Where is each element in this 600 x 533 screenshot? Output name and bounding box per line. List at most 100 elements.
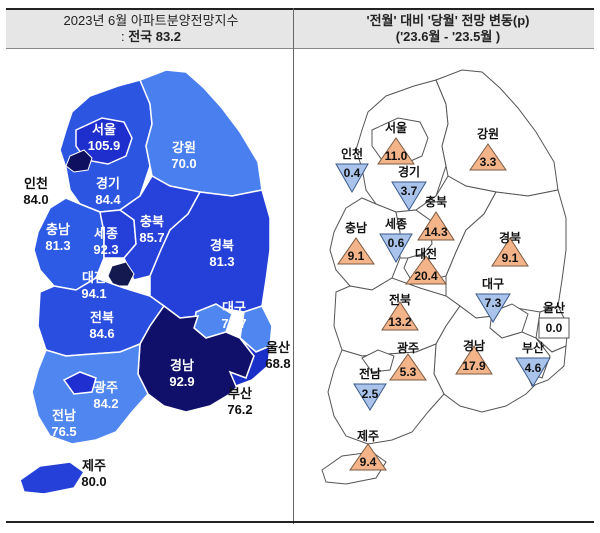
marker-daejeon-up bbox=[405, 255, 447, 285]
r-label-sejong-name: 세종 bbox=[385, 216, 407, 231]
r-label-gyeongbuk-name: 경북 bbox=[499, 231, 521, 245]
label-incheon-name: 인천 bbox=[24, 176, 48, 191]
label-gangwon-name: 강원 bbox=[172, 140, 196, 155]
r-label-chungnam-value: 9.1 bbox=[348, 249, 365, 263]
r-label-gwangju-name: 광주 bbox=[397, 340, 419, 355]
marker-ulsan-none bbox=[538, 317, 570, 339]
r-label-busan-value: 4.6 bbox=[525, 361, 542, 375]
header-row: 2023년 6월 아파트분양전망지수 : 전국 83.2 '전월' 대비 '당월… bbox=[6, 8, 594, 49]
r-label-gyeonggi-name: 경기 bbox=[398, 164, 420, 179]
label-sejong-value: 92.3 bbox=[93, 242, 118, 257]
label-gyeonggi-value: 84.4 bbox=[95, 192, 121, 207]
label-gangwon-value: 70.0 bbox=[171, 156, 196, 171]
right-title-line2: ('23.6월 - '23.5월 ) bbox=[395, 29, 501, 44]
label-busan-value: 76.2 bbox=[227, 402, 252, 417]
marker-incheon-down bbox=[335, 163, 369, 194]
r-region-gwangju-shape bbox=[361, 349, 395, 373]
r-label-chungnam-name: 충남 bbox=[345, 220, 367, 235]
left-title-line2: : 전국 83.2 bbox=[120, 29, 182, 44]
label-busan-name: 부산 bbox=[228, 386, 252, 401]
label-gyeongbuk-name: 경북 bbox=[210, 238, 234, 253]
label-jeju-value: 80.0 bbox=[81, 474, 106, 489]
region-seoul-shape bbox=[75, 117, 133, 165]
left-panel-title: 2023년 6월 아파트분양전망지수 : 전국 83.2 bbox=[6, 10, 296, 48]
label-jeonnam-value: 76.5 bbox=[51, 424, 76, 439]
label-chungnam-value: 81.3 bbox=[45, 238, 70, 253]
region-jeju-shape bbox=[19, 461, 86, 495]
label-chungnam-name: 충남 bbox=[46, 222, 70, 237]
marker-jeonnam-down bbox=[353, 383, 387, 411]
r-label-incheon-name: 인천 bbox=[341, 146, 363, 161]
region-jeonnam-shape bbox=[31, 342, 149, 445]
national-index-label: 전국 83.2 bbox=[128, 29, 182, 44]
r-label-gyeongnam-value: 17.9 bbox=[462, 359, 486, 373]
label-jeju-name: 제주 bbox=[82, 458, 106, 473]
label-seoul-value: 105.9 bbox=[88, 138, 121, 153]
r-label-incheon-value: 0.4 bbox=[344, 166, 361, 180]
r-label-seoul-name: 서울 bbox=[385, 120, 407, 135]
r-label-sejong-value: 0.6 bbox=[388, 236, 405, 250]
marker-chungnam-up bbox=[337, 237, 375, 265]
label-seoul-name: 서울 bbox=[92, 122, 116, 137]
label-gyeongbuk-value: 81.3 bbox=[209, 254, 234, 269]
r-label-busan-name: 부산 bbox=[522, 340, 544, 355]
bottom-rule bbox=[6, 521, 594, 523]
marker-seoul-up bbox=[377, 137, 415, 165]
marker-gwangju-up bbox=[389, 353, 427, 381]
r-label-jeju-value: 9.4 bbox=[360, 455, 377, 469]
marker-gyeonggi-down bbox=[391, 181, 427, 211]
marker-chungbuk-up bbox=[417, 211, 455, 241]
right-panel-title: '전월' 대비 '당월' 전망 변동(p) ('23.6월 - '23.5월 ) bbox=[302, 10, 594, 48]
marker-gyeongbuk-up bbox=[491, 237, 529, 267]
label-ulsan-value: 68.8 bbox=[265, 356, 290, 371]
marker-gangwon-up bbox=[469, 143, 507, 171]
region-daejeon-shape bbox=[107, 261, 135, 287]
r-label-ulsan-value: 0.0 bbox=[546, 321, 563, 335]
r-label-gwangju-value: 5.3 bbox=[400, 365, 417, 379]
label-gyeongnam-value: 92.9 bbox=[169, 374, 194, 389]
label-chungbuk-name: 충북 bbox=[140, 214, 164, 229]
r-label-gangwon-value: 3.3 bbox=[480, 155, 497, 169]
marker-sejong-down bbox=[379, 233, 413, 264]
r-label-jeonnam-value: 2.5 bbox=[362, 387, 379, 401]
label-gwangju-name: 광주 bbox=[94, 380, 118, 395]
r-label-daejeon-value: 20.4 bbox=[414, 269, 438, 283]
label-chungbuk-value: 85.7 bbox=[139, 230, 164, 245]
label-daegu-value: 72.7 bbox=[221, 316, 246, 331]
r-label-jeonbuk-name: 전북 bbox=[389, 292, 411, 307]
region-incheon-shape bbox=[65, 149, 93, 173]
r-label-gangwon-name: 강원 bbox=[477, 127, 499, 141]
region-busan-shape bbox=[228, 337, 271, 387]
r-label-gyeongbuk-value: 9.1 bbox=[502, 251, 519, 265]
r-label-gyeongnam-name: 경남 bbox=[463, 338, 485, 353]
label-daegu-name: 대구 bbox=[222, 300, 246, 315]
label-gwangju-value: 84.2 bbox=[93, 396, 118, 411]
label-daejeon-value: 94.1 bbox=[81, 286, 106, 301]
region-gwangju-shape bbox=[62, 371, 97, 395]
label-gyeongnam-name: 경남 bbox=[170, 358, 194, 373]
right-title-line1: '전월' 대비 '당월' 전망 변동(p) bbox=[366, 13, 530, 28]
r-label-seoul-value: 11.0 bbox=[385, 149, 408, 163]
label-sejong-name: 세종 bbox=[94, 226, 118, 241]
left-title-line1: 2023년 6월 아파트분양전망지수 bbox=[63, 13, 239, 28]
label-jeonbuk-value: 84.6 bbox=[89, 326, 114, 341]
r-label-chungbuk-name: 충북 bbox=[425, 194, 447, 209]
r-label-daegu-name: 대구 bbox=[482, 277, 504, 291]
label-ulsan-name: 울산 bbox=[266, 340, 290, 355]
r-region-daegu-shape bbox=[489, 303, 529, 339]
label-daejeon-name: 대전 bbox=[82, 270, 106, 285]
r-label-daegu-value: 7.3 bbox=[485, 296, 502, 310]
marker-busan-down bbox=[515, 357, 551, 387]
label-incheon-value: 84.0 bbox=[23, 192, 48, 207]
r-label-jeju-name: 제주 bbox=[357, 429, 379, 443]
label-gyeonggi-name: 경기 bbox=[96, 176, 120, 191]
panel-divider bbox=[293, 8, 294, 524]
r-label-gyeonggi-value: 3.7 bbox=[401, 184, 418, 198]
r-label-jeonnam-name: 전남 bbox=[359, 366, 381, 381]
marker-jeju-up bbox=[349, 443, 387, 471]
r-label-daejeon-name: 대전 bbox=[415, 246, 437, 261]
r-label-jeonbuk-value: 13.2 bbox=[388, 315, 412, 329]
r-label-ulsan-name: 울산 bbox=[543, 300, 565, 315]
